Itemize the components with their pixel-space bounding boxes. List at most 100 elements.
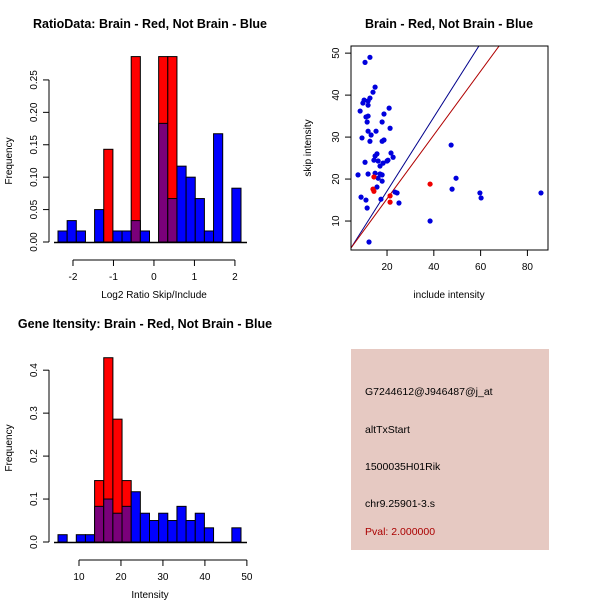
scatter-point-not-brain	[390, 154, 396, 160]
intensity-histogram-bars	[57, 357, 242, 543]
ratio-hist-bar-overlap	[158, 122, 169, 243]
ratio-hist-bar-not-brain	[194, 198, 205, 243]
ratio-hist-bar-brain	[103, 148, 114, 243]
intensity-hist-bar-not-brain	[57, 534, 68, 543]
scatter-y-tick-label: 10	[331, 215, 342, 227]
scatter-y-tick-label: 30	[331, 131, 342, 143]
intensity-hist-x-tick-label: 50	[241, 572, 253, 583]
locus: chr9.25901-3.s	[365, 498, 436, 510]
scatter-x-tick-label: 80	[522, 262, 534, 273]
scatter-point-not-brain	[427, 218, 433, 224]
intensity-histogram-title: Gene Itensity: Brain - Red, Not Brain - …	[18, 317, 272, 331]
scatter-point-brain	[427, 181, 433, 187]
scatter-point-not-brain	[477, 190, 483, 196]
scatter-y-tick-label: 40	[331, 89, 342, 101]
intensity-hist-bar-not-brain	[158, 512, 169, 543]
scatter-xlabel: include intensity	[413, 290, 484, 301]
scatter-fit-line	[351, 46, 500, 249]
scatter-point-not-brain	[355, 172, 361, 178]
intensity-histogram-panel: Gene Itensity: Brain - Red, Not Brain - …	[4, 317, 272, 600]
ratio-hist-y-tick-label: 0.05	[29, 199, 40, 219]
ratio-hist-bar-not-brain	[139, 230, 151, 243]
intensity-hist-y-tick-label: 0.3	[29, 406, 40, 420]
ratio-hist-bar-not-brain	[203, 230, 215, 243]
ratio-hist-x-tick-label: 2	[232, 272, 238, 283]
scatter-point-not-brain	[453, 175, 459, 181]
scatter-ylabel: skip intensity	[303, 119, 314, 176]
scatter-point-not-brain	[478, 195, 484, 201]
scatter-point-not-brain	[388, 150, 394, 156]
ratio-histogram-axes: -2 -1 0 1 2 0.00 0.05 0.10 0.15 0.20 0.25	[29, 70, 247, 283]
intensity-hist-bar-overlap	[112, 512, 123, 543]
scatter-point-not-brain	[365, 102, 371, 108]
intensity-hist-y-tick-label: 0.0	[29, 535, 40, 549]
scatter-plot-area	[351, 46, 544, 249]
scatter-point-not-brain	[372, 84, 378, 90]
intensity-hist-y-tick-label: 0.4	[29, 363, 40, 377]
ratio-hist-bar-not-brain	[66, 220, 77, 243]
scatter-point-brain	[371, 174, 377, 180]
scatter-point-not-brain	[357, 108, 363, 114]
intensity-hist-bar-not-brain	[167, 520, 178, 543]
ratio-hist-bar-not-brain	[57, 230, 68, 243]
intensity-hist-bar-not-brain	[176, 505, 187, 543]
intensity-hist-bar-not-brain	[231, 527, 242, 543]
ratio-hist-y-tick-label: 0.15	[29, 135, 40, 155]
ratio-hist-x-tick-label: 0	[151, 272, 157, 283]
scatter-point-not-brain	[449, 186, 455, 192]
intensity-hist-y-tick-label: 0.1	[29, 492, 40, 506]
ratio-hist-x-tick-label: -1	[109, 272, 118, 283]
event-type: altTxStart	[365, 424, 410, 436]
intensity-hist-bar-not-brain	[203, 527, 215, 543]
ratio-hist-bar-not-brain	[176, 165, 187, 243]
intensity-hist-bar-overlap	[121, 505, 132, 543]
intensity-hist-bar-not-brain	[84, 534, 96, 543]
scatter-point-not-brain	[378, 196, 384, 202]
ratio-hist-y-tick-label: 0.10	[29, 167, 40, 187]
ratio-histogram-xlabel: Log2 Ratio Skip/Include	[101, 290, 207, 301]
ratio-histogram-ylabel: Frequency	[4, 137, 15, 184]
scatter-point-not-brain	[358, 194, 364, 200]
scatter-point-not-brain	[387, 125, 393, 131]
ratio-hist-x-tick-label: 1	[192, 272, 198, 283]
intensity-hist-y-tick-label: 0.2	[29, 449, 40, 463]
ratio-hist-bar-not-brain	[213, 133, 224, 243]
scatter-title: Brain - Red, Not Brain - Blue	[365, 17, 533, 31]
scatter-point-not-brain	[381, 111, 387, 117]
p-value: Pval: 2.000000	[365, 526, 436, 538]
probe-info-panel: G7244612@J946487@j_at altTxStart 1500035…	[351, 349, 549, 550]
ratio-hist-x-tick-label: -2	[69, 272, 78, 283]
scatter-point-not-brain	[379, 178, 385, 184]
intensity-hist-bar-overlap	[94, 505, 105, 543]
scatter-point-not-brain	[538, 190, 544, 196]
intensity-hist-bar-not-brain	[139, 512, 151, 543]
scatter-fit-line	[351, 46, 480, 249]
scatter-point-not-brain	[360, 100, 366, 106]
scatter-point-not-brain	[362, 59, 368, 65]
scatter-point-brain	[387, 193, 393, 199]
ratio-histogram-bars	[57, 56, 242, 243]
scatter-point-not-brain	[370, 89, 376, 95]
ratio-hist-bar-not-brain	[121, 230, 132, 243]
ratio-hist-bar-brain	[130, 56, 141, 243]
scatter-point-not-brain	[448, 142, 454, 148]
scatter-point-not-brain	[363, 114, 369, 120]
intensity-hist-bar-not-brain	[149, 520, 160, 543]
gene-name: 1500035H01Rik	[365, 461, 441, 473]
scatter-axes: 20 40 60 80 10 20 30 40 50	[331, 45, 549, 273]
scatter-marks	[351, 46, 544, 249]
scatter-point-brain	[371, 188, 377, 194]
ratio-hist-y-tick-label: 0.25	[29, 70, 40, 90]
scatter-point-not-brain	[363, 197, 369, 203]
scatter-point-not-brain	[386, 105, 392, 111]
scatter-x-tick-label: 20	[381, 262, 393, 273]
scatter-x-tick-label: 60	[475, 262, 487, 273]
intensity-hist-bar-not-brain	[130, 491, 141, 543]
scatter-y-tick-label: 50	[331, 47, 342, 59]
intensity-histogram-xlabel: Intensity	[131, 590, 168, 600]
scatter-point-not-brain	[371, 157, 377, 163]
scatter-point-brain	[387, 199, 393, 205]
intensity-hist-bar-not-brain	[185, 520, 196, 543]
scatter-point-not-brain	[394, 190, 400, 196]
